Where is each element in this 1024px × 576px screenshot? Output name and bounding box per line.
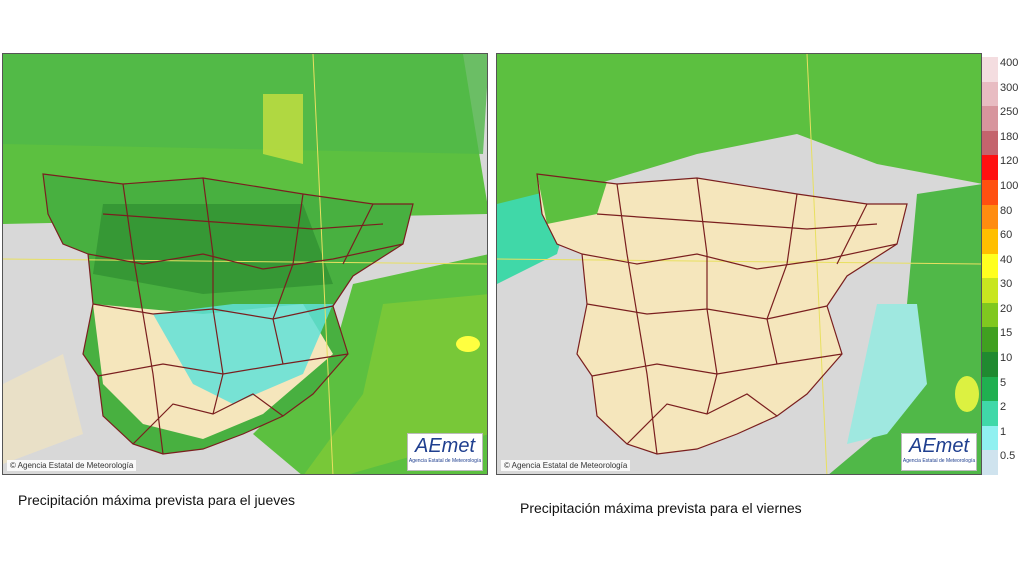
legend-label: 250 xyxy=(1000,106,1019,119)
legend-label: 1 xyxy=(1000,425,1007,438)
legend-label: 20 xyxy=(1000,302,1013,315)
logo-subtitle: Agencia Estatal de Meteorología xyxy=(902,458,976,464)
legend-item: 15 xyxy=(982,327,1022,353)
legend-item: 300 xyxy=(982,81,1022,107)
legend-item: 5 xyxy=(982,376,1022,402)
legend-item: 30 xyxy=(982,278,1022,303)
legend-label: 5 xyxy=(1000,376,1007,389)
logo-text: AEmet xyxy=(908,435,970,457)
copyright: © Agencia Estatal de Meteorología xyxy=(7,460,137,471)
logo: AEmet Agencia Estatal de Meteorología xyxy=(407,433,483,471)
legend-label: 10 xyxy=(1000,352,1013,365)
legend-item: 0.5 xyxy=(982,450,1022,475)
legend-item: 400 xyxy=(982,57,1022,82)
legend-item: 100 xyxy=(982,179,1022,205)
legend-item: 120 xyxy=(982,155,1022,180)
color-legend: 400 300 250 180 120 100 80 60 40 30 20 15 10 5 2 1 0.5 xyxy=(982,57,1022,475)
legend-item: 60 xyxy=(982,229,1022,254)
caption: Precipitación máxima prevista para el ju… xyxy=(18,492,296,508)
legend-item: 80 xyxy=(982,204,1022,230)
legend-label: 120 xyxy=(1000,155,1019,168)
legend-label: 30 xyxy=(1000,278,1013,291)
legend-label: 300 xyxy=(1000,81,1019,94)
legend-item: 2 xyxy=(982,401,1022,426)
legend-label: 15 xyxy=(1000,327,1013,340)
map-jueves: © Agencia Estatal de Meteorología AEmet A… xyxy=(2,53,488,475)
map-graphic xyxy=(497,54,981,474)
legend-label: 100 xyxy=(1000,179,1019,192)
legend-label: 400 xyxy=(1000,57,1019,69)
legend-item: 40 xyxy=(982,253,1022,279)
legend-label: 40 xyxy=(1000,253,1013,266)
copyright: © Agencia Estatal de Meteorología xyxy=(501,460,631,471)
logo-text: AEmet xyxy=(414,435,476,457)
legend-label: 180 xyxy=(1000,130,1019,143)
legend-item: 10 xyxy=(982,352,1022,377)
legend-label: 60 xyxy=(1000,229,1013,242)
legend-item: 1 xyxy=(982,425,1022,451)
legend-label: 2 xyxy=(1000,401,1007,414)
legend-item: 20 xyxy=(982,302,1022,328)
logo: AEmet Agencia Estatal de Meteorología xyxy=(901,433,977,471)
logo-subtitle: Agencia Estatal de Meteorología xyxy=(408,458,482,464)
legend-item: 180 xyxy=(982,130,1022,156)
caption: Precipitación máxima prevista para el vi… xyxy=(520,500,802,516)
map-graphic xyxy=(3,54,487,474)
legend-item: 250 xyxy=(982,106,1022,131)
legend-label: 80 xyxy=(1000,204,1013,217)
legend-label: 0.5 xyxy=(1000,450,1016,463)
map-viernes: © Agencia Estatal de Meteorología AEmet A… xyxy=(496,53,982,475)
